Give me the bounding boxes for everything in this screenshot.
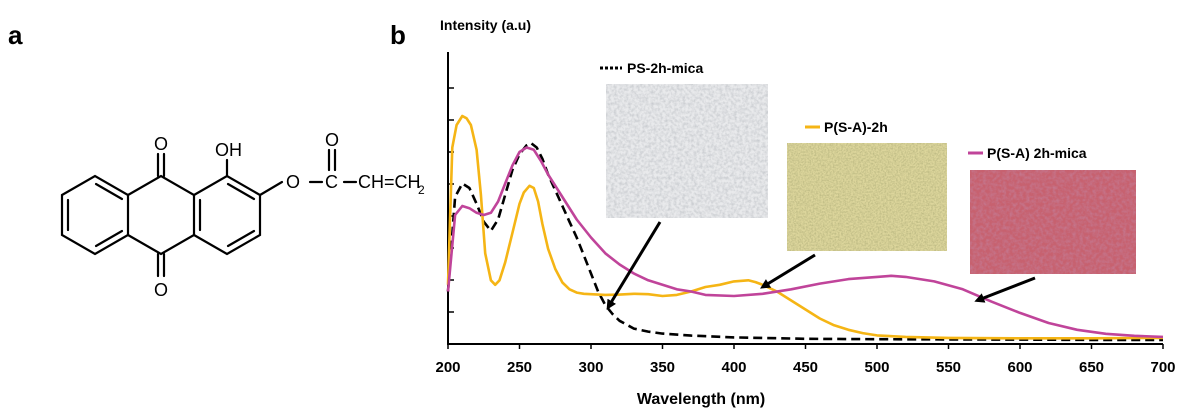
vinyl-label: CH=CH — [358, 172, 421, 192]
legend-label-p-s-a-2h: P(S-A)-2h — [824, 119, 888, 135]
legend-label-p-s-a-2h-mica: P(S-A) 2h-mica — [987, 145, 1087, 161]
panel-label-b: b — [390, 20, 406, 50]
inset-p-s-a-2h — [787, 143, 947, 251]
x-tick-label: 650 — [1079, 359, 1104, 376]
panel-label-a: a — [8, 20, 23, 50]
series-line-0 — [446, 141, 1163, 342]
ester-oxygen-label: O — [286, 172, 300, 192]
x-ticks: 200 250 300 350 400 450 500 550 600 650 700 — [435, 344, 1176, 376]
x-tick-label: 250 — [507, 359, 532, 376]
hydroxyl-label: OH — [215, 140, 242, 160]
x-tick-label: 450 — [793, 359, 818, 376]
carbon-label: C — [325, 172, 338, 192]
chemical-structure: O O OH O O C CH=CH 2 — [60, 130, 425, 300]
inset-arrow — [974, 276, 1036, 303]
series-line-2 — [446, 146, 1164, 339]
x-tick-label: 200 — [435, 359, 460, 376]
x-tick-label: 500 — [864, 359, 889, 376]
ketone-bottom-label: O — [154, 280, 168, 300]
ketone-top-label: O — [154, 134, 168, 154]
x-tick-label: 600 — [1007, 359, 1032, 376]
inset-arrow — [606, 221, 662, 310]
x-tick-label: 700 — [1150, 359, 1175, 376]
inset-p-s-a-2h-mica — [970, 170, 1136, 274]
x-axis-label: Wavelength (nm) — [637, 391, 765, 408]
inset-arrow — [760, 253, 816, 289]
x-tick-label: 350 — [650, 359, 675, 376]
x-tick-label: 550 — [936, 359, 961, 376]
legend-label-ps-2h-mica: PS-2h-mica — [627, 60, 703, 76]
carbonyl-oxygen-label: O — [325, 130, 339, 150]
vinyl-subscript: 2 — [418, 183, 425, 197]
x-tick-label: 400 — [721, 359, 746, 376]
x-tick-label: 300 — [578, 359, 603, 376]
inset-ps-2h-mica — [606, 84, 768, 218]
legend: PS-2h-mica P(S-A)-2h P(S-A) 2h-mica — [600, 60, 1087, 161]
y-axis-label: Intensity (a.u) — [440, 17, 531, 33]
series-line-1 — [446, 114, 1164, 340]
inset-arrows — [606, 221, 1036, 310]
series-lines — [446, 114, 1164, 342]
